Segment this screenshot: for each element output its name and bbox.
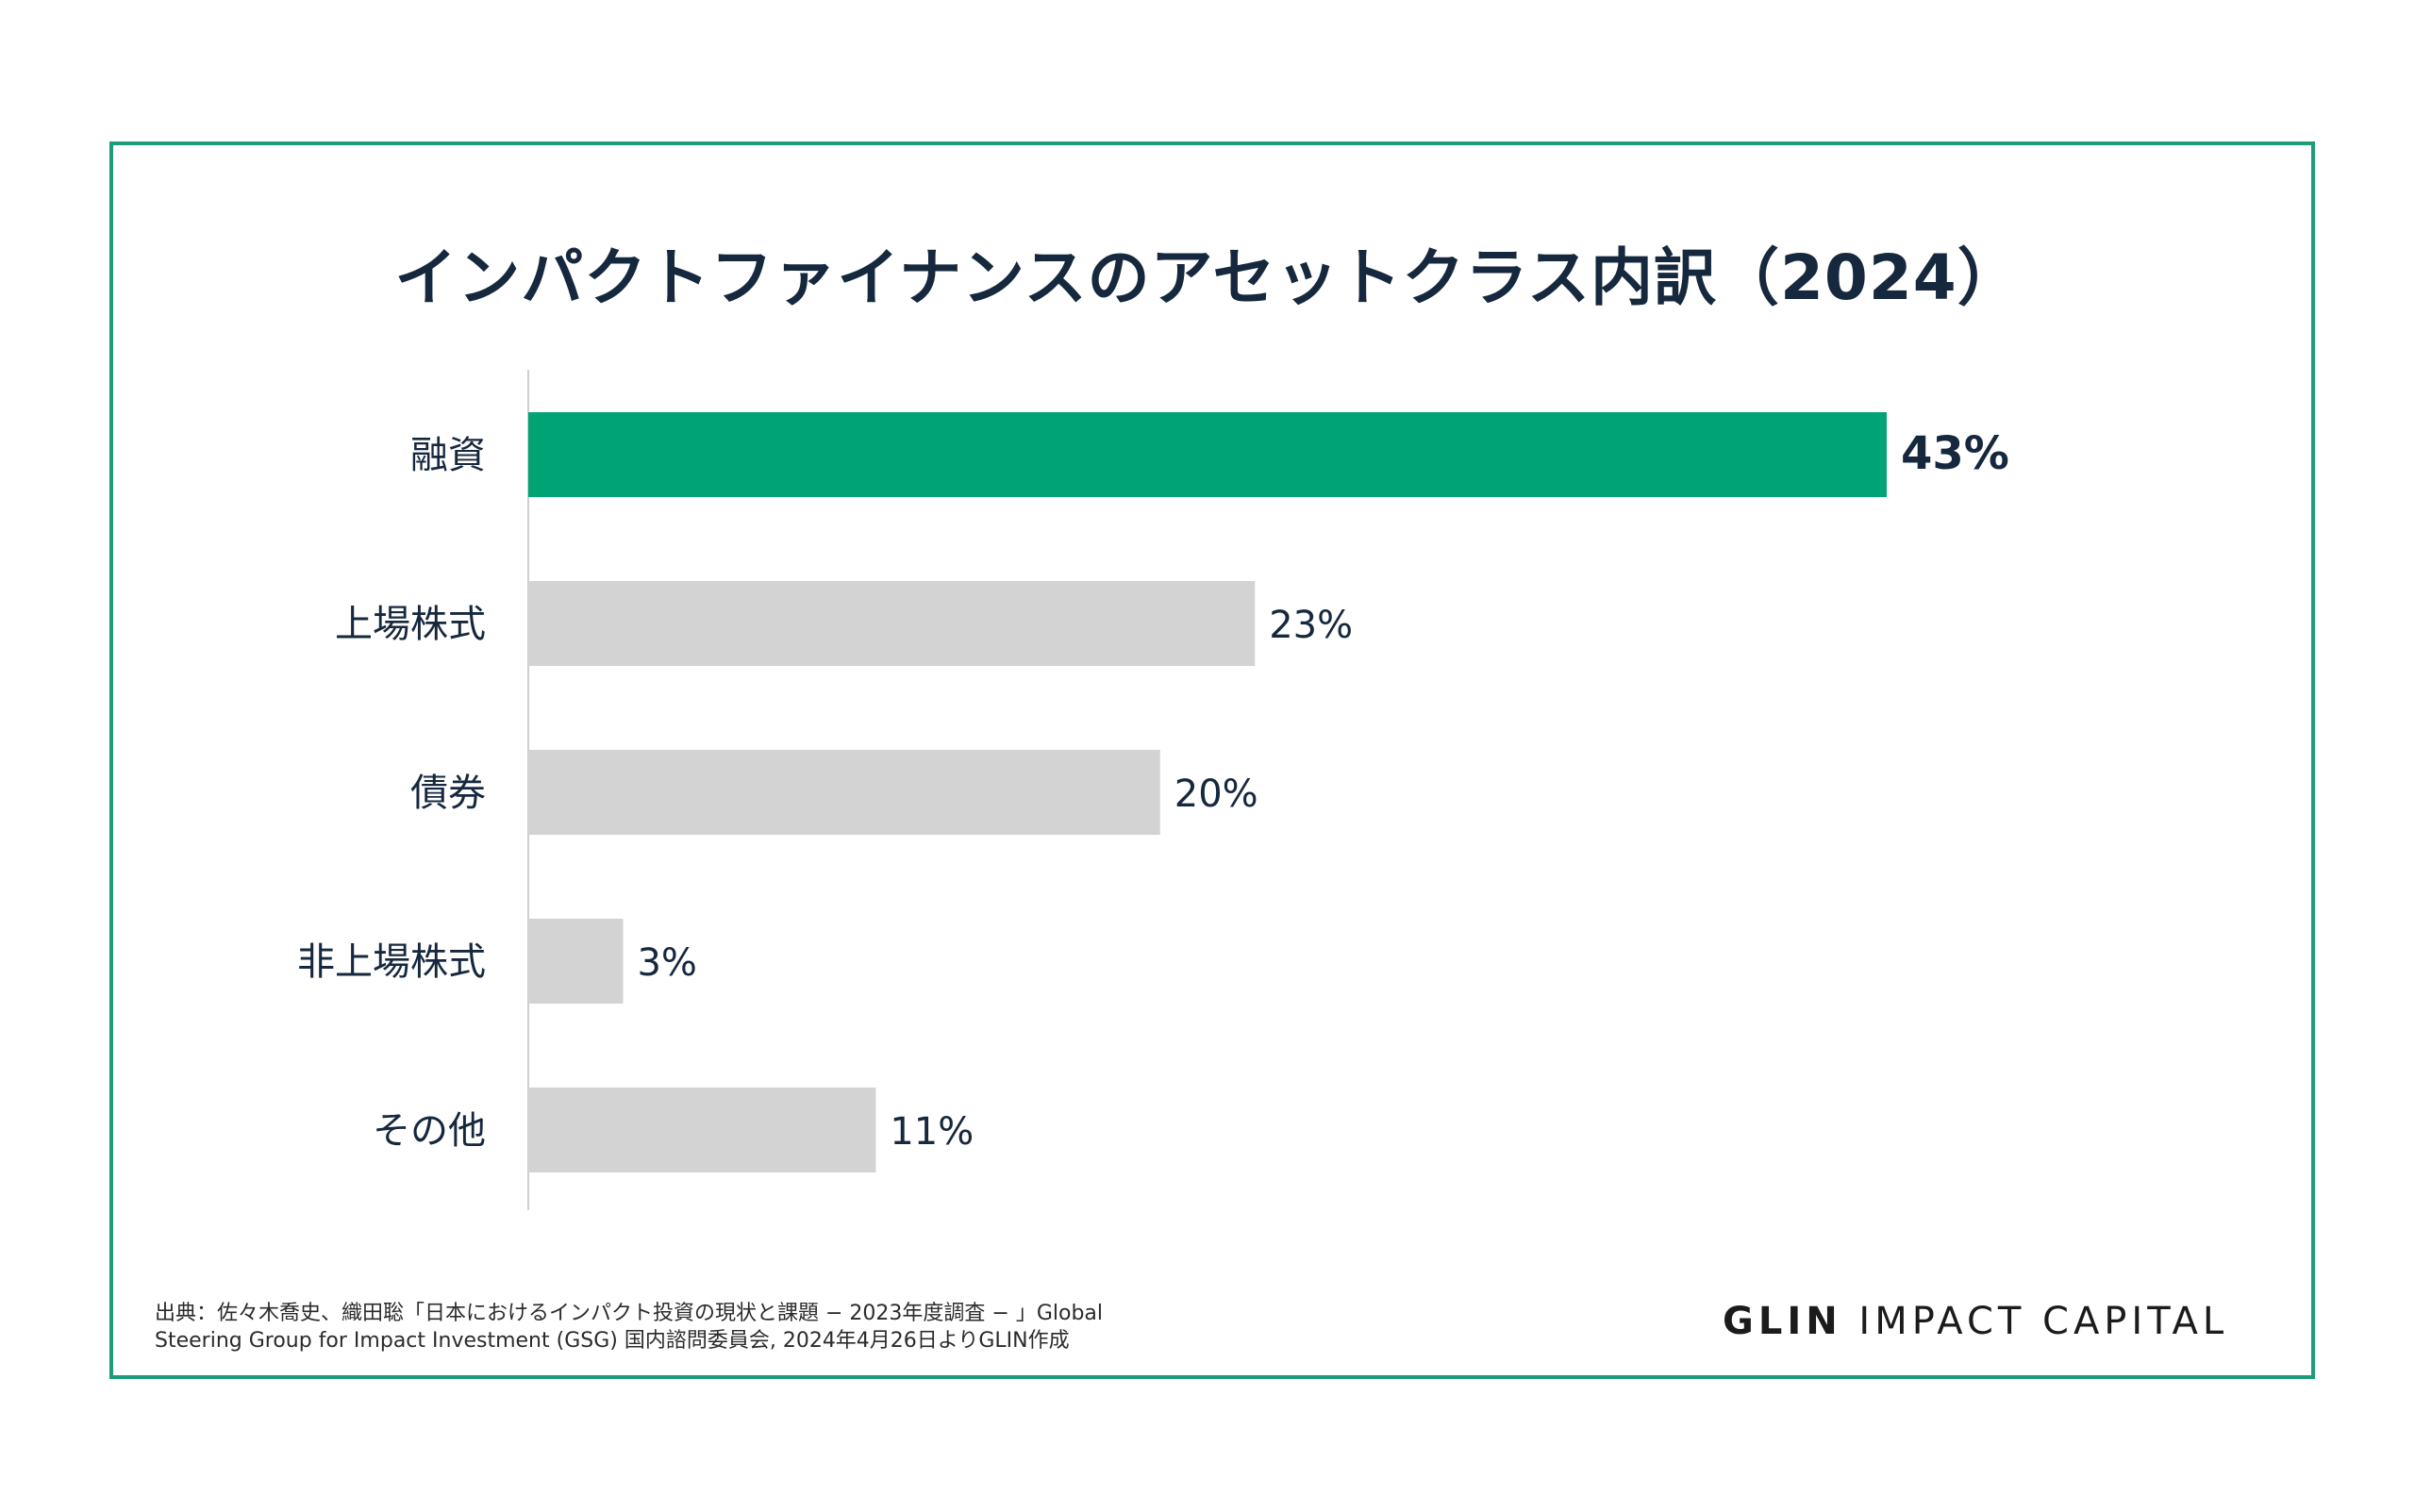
value-label-1: 23% (1269, 604, 1353, 647)
category-label-3: 非上場株式 (297, 940, 486, 984)
category-label-0: 融資 (410, 434, 486, 477)
category-label-2: 債券 (410, 772, 486, 815)
category-label-4: その他 (373, 1109, 486, 1153)
source-line-2: Steering Group for Impact Investment (GS… (155, 1329, 1070, 1353)
source-note: 出典：佐々木喬史、織田聡「日本におけるインパクト投資の現状と課題 − 2023年… (155, 1300, 1103, 1354)
value-label-4: 11% (890, 1110, 974, 1154)
bar-0 (528, 412, 1887, 497)
logo-rest: IMPACT CAPITAL (1858, 1300, 2229, 1343)
company-logo: GLIN IMPACT CAPITAL (1723, 1300, 2228, 1343)
bar-3 (528, 919, 624, 1004)
value-label-0: 43% (1901, 427, 2009, 480)
chart-frame (109, 141, 2315, 1379)
bar-4 (528, 1088, 876, 1172)
category-label-1: 上場株式 (335, 603, 486, 646)
source-line-1: 出典：佐々木喬史、織田聡「日本におけるインパクト投資の現状と課題 − 2023年… (155, 1302, 1104, 1325)
value-label-2: 20% (1174, 773, 1258, 816)
bar-1 (528, 581, 1256, 666)
bar-2 (528, 750, 1160, 835)
value-label-3: 3% (637, 941, 696, 985)
chart-title: インパクトファイナンスのアセットクラス内訳（2024） (394, 241, 2021, 314)
logo-brand: GLIN (1723, 1300, 1842, 1343)
